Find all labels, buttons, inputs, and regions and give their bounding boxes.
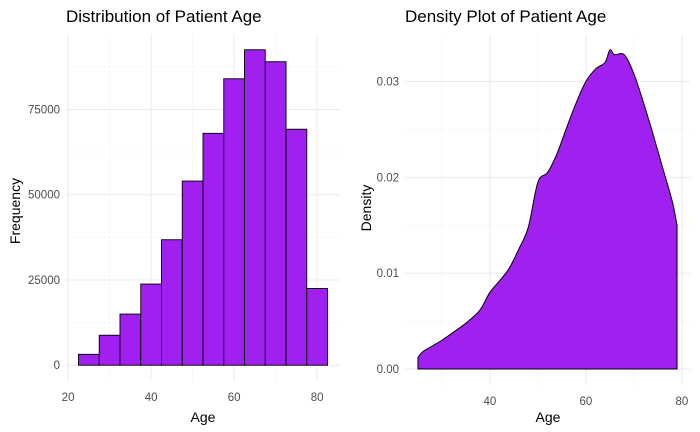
histogram-bars — [78, 49, 328, 366]
histogram-bar — [244, 49, 266, 366]
histogram-x-ticks: 20 40 60 80 — [62, 392, 324, 404]
histogram-y-axis-title: Frequency — [7, 178, 23, 244]
histogram-bar — [285, 128, 308, 366]
density-y-tick-label: 0.02 — [377, 172, 399, 184]
histogram-x-tick-label: 40 — [145, 392, 158, 404]
histogram-y-tick-label: 0 — [54, 360, 60, 372]
density-y-tick-label: 0.03 — [377, 77, 399, 89]
histogram-bar — [223, 78, 245, 366]
histogram-bar — [78, 353, 100, 366]
histogram-bar — [306, 288, 328, 366]
histogram-panel: 20 40 60 80 0 25000 50000 75000 Distribution o… — [7, 7, 340, 425]
density-panel: 40 60 80 0.00 0.01 0.02 0.03 Density Plot of … — [358, 7, 690, 425]
density-y-ticks: 0.00 0.01 0.02 0.03 — [377, 77, 399, 376]
density-y-tick-label: 0.00 — [377, 364, 399, 376]
density-y-tick-label: 0.01 — [377, 268, 399, 280]
histogram-x-tick-label: 20 — [62, 392, 75, 404]
histogram-bar — [98, 334, 121, 366]
histogram-x-tick-label: 80 — [311, 392, 324, 404]
histogram-y-tick-label: 75000 — [28, 104, 60, 116]
density-x-axis-title: Age — [536, 409, 561, 425]
histogram-title: Distribution of Patient Age — [66, 7, 262, 26]
density-x-tick-label: 80 — [675, 396, 688, 408]
density-x-ticks: 40 60 80 — [484, 396, 689, 408]
histogram-bar — [161, 239, 183, 366]
histogram-bar — [140, 283, 162, 366]
histogram-bar — [181, 180, 204, 366]
histogram-bar — [202, 132, 225, 366]
density-x-tick-label: 40 — [484, 396, 497, 408]
histogram-bar — [264, 61, 287, 366]
histogram-y-tick-label: 50000 — [28, 190, 60, 202]
histogram-x-tick-label: 60 — [228, 392, 241, 404]
histogram-y-ticks: 0 25000 50000 75000 — [28, 104, 60, 372]
density-x-tick-label: 60 — [579, 396, 592, 408]
histogram-x-axis-title: Age — [191, 409, 216, 425]
histogram-y-tick-label: 25000 — [28, 275, 60, 287]
histogram-bar — [119, 313, 142, 366]
density-y-axis-title: Density — [358, 185, 374, 232]
density-area — [417, 49, 678, 370]
density-title: Density Plot of Patient Age — [405, 7, 606, 26]
